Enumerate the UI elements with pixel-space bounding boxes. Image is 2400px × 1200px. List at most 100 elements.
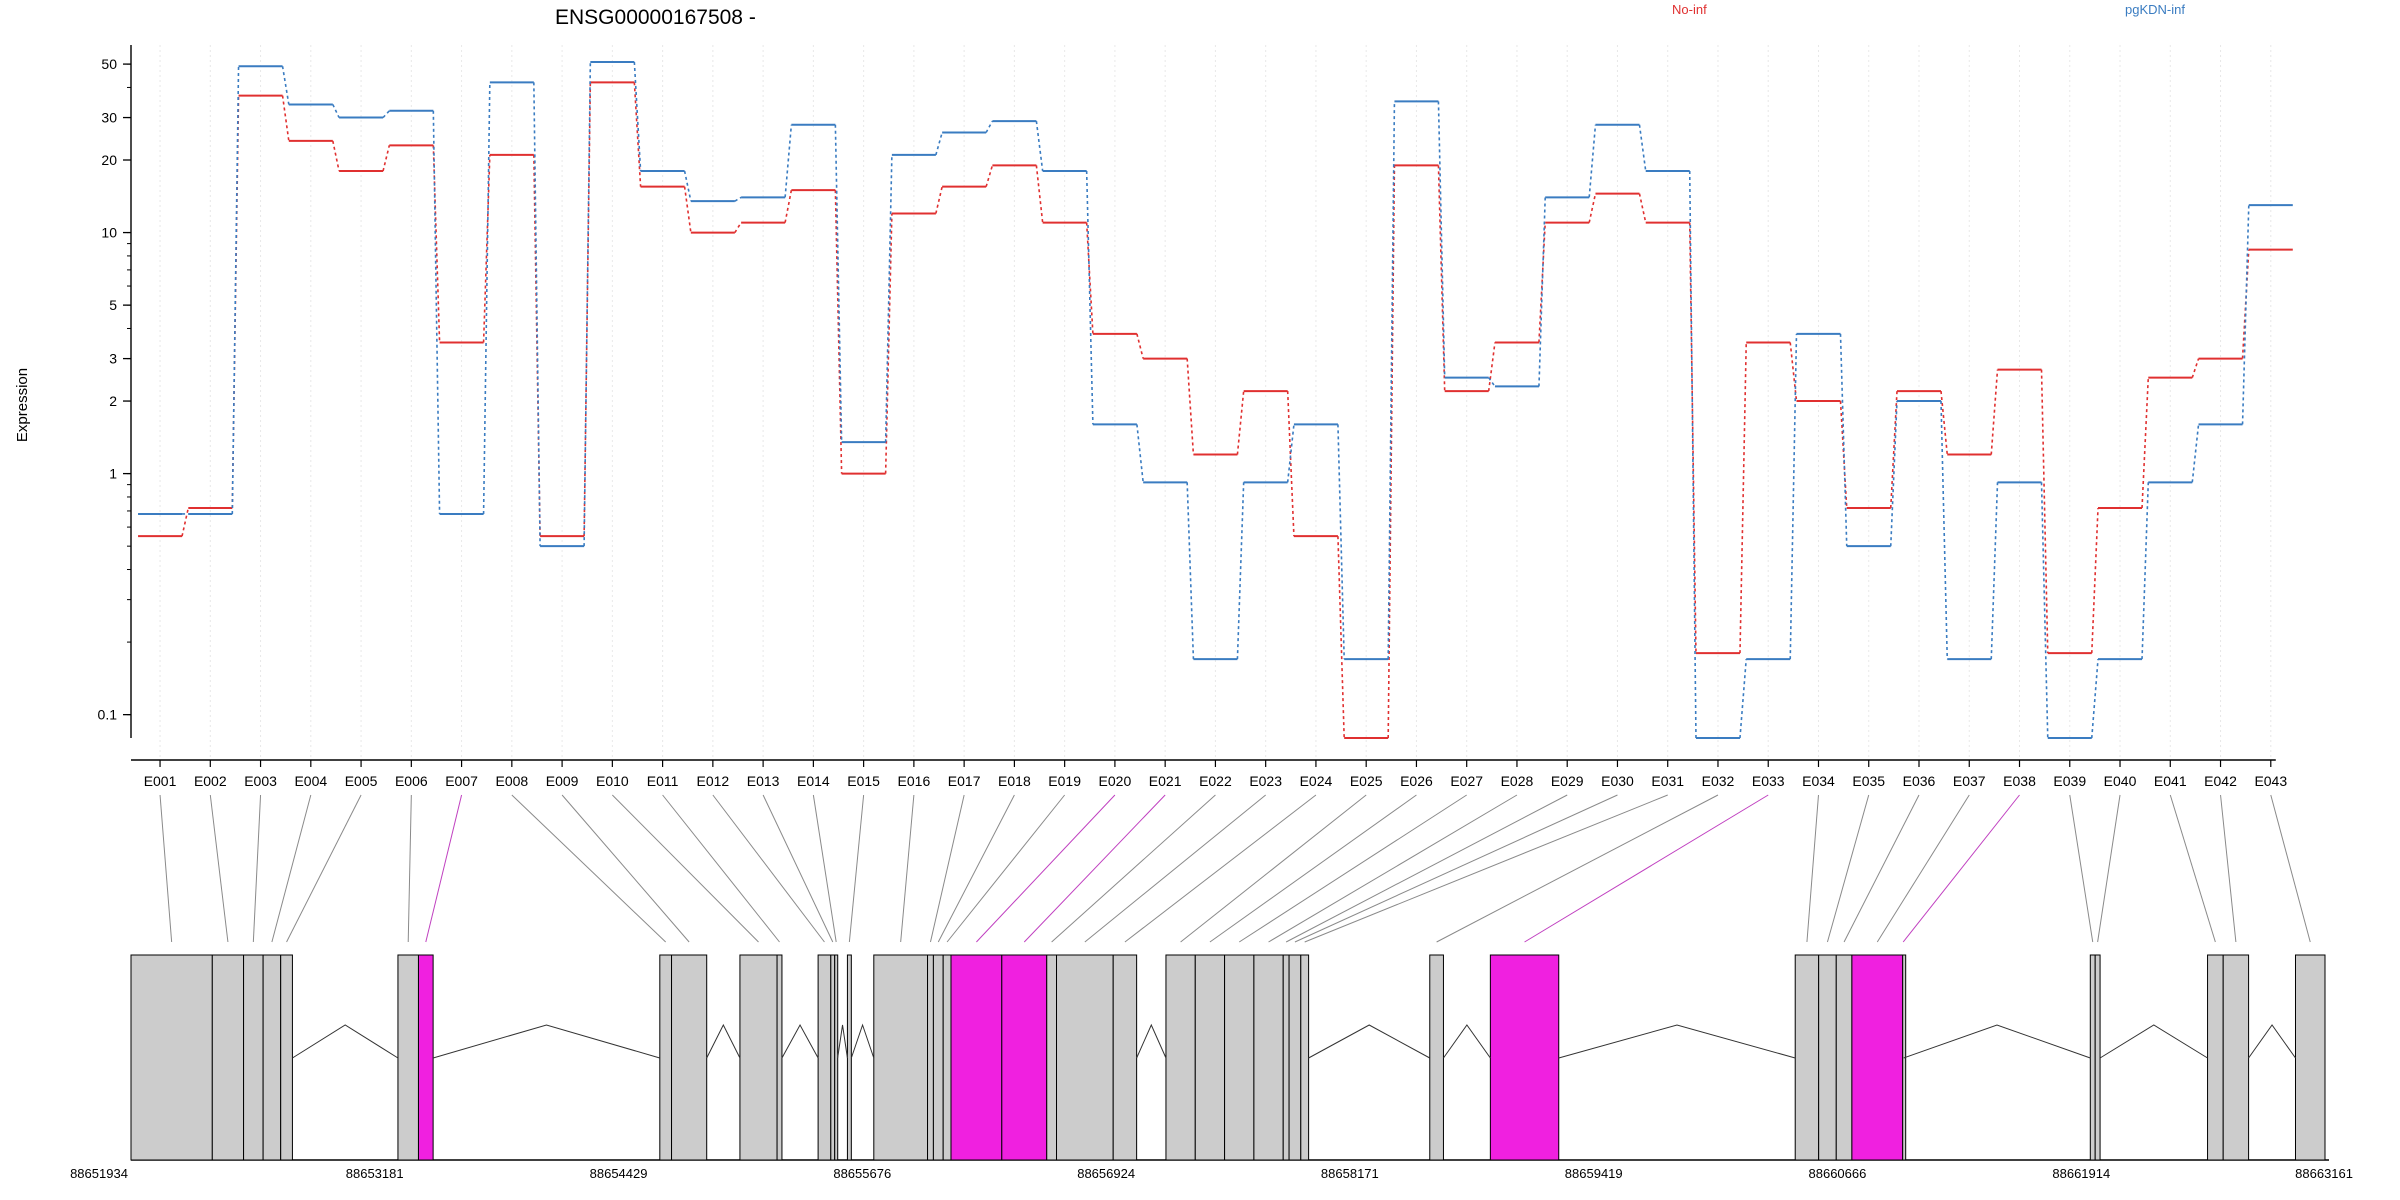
exon-label-E014: E014 <box>797 773 830 789</box>
exon-box-E007 <box>417 954 434 1161</box>
exon-label-E025: E025 <box>1350 773 1383 789</box>
coordinate-label: 88654429 <box>590 1166 648 1181</box>
transition-pgKDN-inf-E003 <box>281 66 290 105</box>
connector-E023 <box>1084 794 1266 943</box>
connector-E040 <box>2097 794 2121 943</box>
exon-label-E027: E027 <box>1450 773 1483 789</box>
exon-box-E043 <box>2294 954 2326 1161</box>
transition-pgKDN-inf-E036 <box>1940 401 1949 660</box>
connector-E026 <box>1209 794 1417 943</box>
connector-E043 <box>2270 794 2311 943</box>
exon-label-E040: E040 <box>2104 773 2137 789</box>
exon-box-E039 <box>2089 954 2096 1161</box>
transition-pgKDN-inf-E038 <box>2040 482 2049 739</box>
transition-pgKDN-inf-E028 <box>1538 197 1547 387</box>
chart-title: ENSG00000167508 - <box>555 6 756 29</box>
transition-pgKDN-inf-E023 <box>1286 424 1295 483</box>
y-tick-label: 50 <box>101 56 117 72</box>
exon-label-E041: E041 <box>2154 773 2187 789</box>
connector-E024 <box>1124 794 1317 943</box>
coordinate-label: 88658171 <box>1321 1166 1379 1181</box>
exon-box-E018 <box>932 954 944 1161</box>
exon-box-E019 <box>942 954 952 1161</box>
transition-No-inf-E011 <box>683 186 692 233</box>
exon-label-E042: E042 <box>2204 773 2237 789</box>
exon-box-E003 <box>243 954 264 1161</box>
exon-box-E032 <box>1429 954 1444 1161</box>
transition-No-inf-E004 <box>332 140 340 172</box>
transition-No-inf-E016 <box>935 186 943 214</box>
transition-pgKDN-inf-E018 <box>1035 121 1044 172</box>
intron-line <box>1308 1024 1431 1059</box>
exon-box-E006 <box>397 954 419 1161</box>
connector-E035 <box>1826 794 1870 943</box>
transition-pgKDN-inf-E035 <box>1889 401 1898 547</box>
intron-line <box>706 1023 741 1059</box>
transition-No-inf-E037 <box>1990 369 1999 455</box>
transition-pgKDN-inf-E032 <box>1739 659 1748 739</box>
y-tick-label: 2 <box>109 393 117 409</box>
exon-box-E010 <box>739 954 778 1161</box>
transition-No-inf-E023 <box>1286 391 1295 537</box>
connector-E032 <box>1436 794 1719 943</box>
exon-box-E004 <box>262 954 282 1161</box>
connector-E017 <box>929 794 965 943</box>
transition-No-inf-E022 <box>1236 390 1245 455</box>
exon-label-E008: E008 <box>495 773 528 789</box>
connector-E027 <box>1238 794 1467 943</box>
transition-No-inf-E018 <box>1035 165 1044 223</box>
legend-pgkdn-inf: pgKDN-inf <box>2125 2 2185 17</box>
data-series <box>138 61 2293 739</box>
transition-pgKDN-inf-E019 <box>1085 171 1094 425</box>
exon-box-E030 <box>1288 954 1302 1161</box>
connector-E029 <box>1285 794 1568 943</box>
connector-E018 <box>937 794 1015 943</box>
exon-label-E034: E034 <box>1802 773 1835 789</box>
transition-No-inf-E005 <box>382 145 391 172</box>
exon-label-E031: E031 <box>1651 773 1684 789</box>
intron-line <box>850 1023 875 1059</box>
exon-box-E034 <box>1794 954 1820 1161</box>
series-pgKDN-inf <box>138 61 2293 739</box>
transition-No-inf-E041 <box>2191 358 2200 378</box>
exon-box-E009 <box>671 954 708 1161</box>
exon-box-E013 <box>830 954 836 1161</box>
connector-E014 <box>812 794 837 943</box>
y-tick-label: 0.1 <box>98 707 118 723</box>
coordinate-label: 88653181 <box>346 1166 404 1181</box>
transition-No-inf-E027 <box>1487 342 1496 392</box>
connector-E031 <box>1304 794 1668 943</box>
connector-E016 <box>900 794 915 943</box>
exon-box-E028 <box>1253 954 1284 1161</box>
connector-E034 <box>1806 794 1819 943</box>
transition-No-inf-E009 <box>583 82 592 537</box>
transition-No-inf-E038 <box>2040 369 2049 654</box>
transition-No-inf-E035 <box>1889 391 1898 509</box>
exon-label-E043: E043 <box>2254 773 2287 789</box>
connector-E030 <box>1294 794 1618 943</box>
exon-box-E042 <box>2222 954 2250 1161</box>
connector-E037 <box>1876 794 1970 943</box>
transition-pgKDN-inf-E025 <box>1387 101 1396 660</box>
connector-E006 <box>407 794 412 943</box>
intron-line <box>1558 1024 1796 1059</box>
intron-line <box>1443 1024 1491 1059</box>
connector-E004 <box>271 794 312 943</box>
exon-box-E022 <box>1046 954 1058 1161</box>
connector-E007 <box>425 794 463 943</box>
exon-box-E016 <box>873 954 929 1161</box>
exon-box-E040 <box>2094 954 2101 1161</box>
exon-box-E025 <box>1165 954 1196 1161</box>
connector-E036 <box>1843 794 1920 943</box>
exon-label-E010: E010 <box>596 773 629 789</box>
exon-box-E011 <box>776 954 783 1161</box>
y-tick-label: 10 <box>101 225 117 241</box>
transition-pgKDN-inf-E015 <box>884 154 893 443</box>
connector-E002 <box>209 794 229 943</box>
exon-label-E017: E017 <box>948 773 981 789</box>
y-tick-label: 30 <box>101 110 117 126</box>
coordinate-label: 88661914 <box>2052 1166 2110 1181</box>
exon-box-E033 <box>1489 954 1560 1161</box>
connector-E005 <box>286 794 362 943</box>
